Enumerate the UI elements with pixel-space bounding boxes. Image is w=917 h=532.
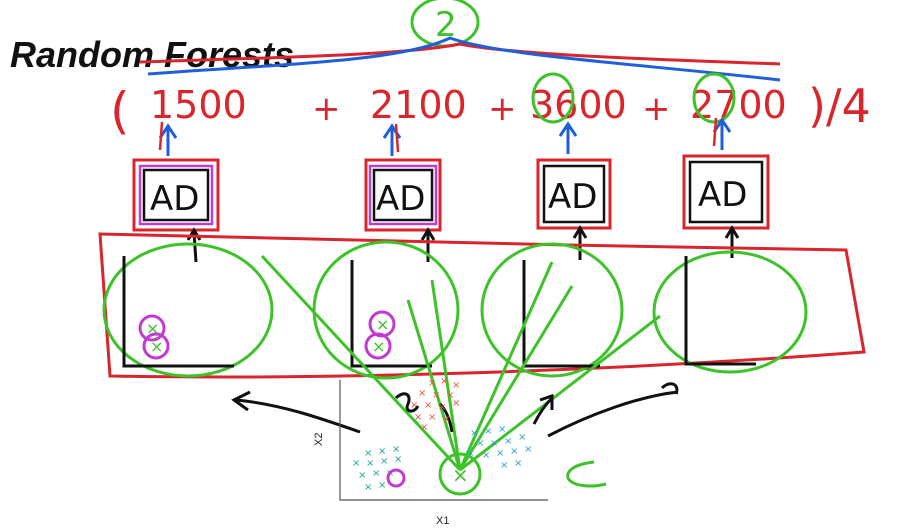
subset-points-2: × × xyxy=(364,310,396,360)
red-brace xyxy=(139,42,781,66)
svg-text:×: × xyxy=(440,376,448,387)
svg-text:×: × xyxy=(524,444,532,455)
svg-text:×: × xyxy=(378,480,386,491)
cluster-blue: × × × × × × × × × × × × × × xyxy=(466,424,532,471)
svg-text:×: × xyxy=(452,398,460,409)
svg-text:×: × xyxy=(428,378,436,389)
subset-axes-2 xyxy=(350,260,432,368)
ad-box-1: AD xyxy=(132,158,220,232)
scatter-highlight-mark: × xyxy=(452,463,469,487)
svg-text:×: × xyxy=(482,450,490,461)
svg-text:×: × xyxy=(504,436,512,447)
subset-axes-3 xyxy=(522,260,600,368)
svg-text:×: × xyxy=(476,438,484,449)
ad-label-3: AD xyxy=(548,177,597,217)
svg-text:×: × xyxy=(428,412,436,423)
green-pointer xyxy=(566,460,607,488)
subset-circle-3 xyxy=(480,242,624,378)
scatter-highlight-magenta xyxy=(386,468,406,488)
svg-text:×: × xyxy=(500,460,508,471)
ad-label-2: AD xyxy=(376,179,425,219)
svg-text:×: × xyxy=(442,414,450,425)
digit-circle-3 xyxy=(531,72,575,124)
svg-text:×: × xyxy=(414,412,422,423)
subset-circles xyxy=(102,240,808,380)
svg-text:×: × xyxy=(452,380,460,391)
svg-text:×: × xyxy=(510,446,518,457)
formula-plus-2: + xyxy=(488,89,517,129)
scatter-highlight-green xyxy=(438,452,482,496)
scatter-axes xyxy=(339,380,548,501)
formula-open-paren: ( xyxy=(110,82,130,140)
svg-text:×: × xyxy=(364,448,372,459)
result-value: 2 xyxy=(435,5,457,45)
formula-close: )/4 xyxy=(808,79,871,133)
svg-text:×: × xyxy=(372,468,380,479)
svg-text:×: × xyxy=(466,448,474,459)
svg-text:×: × xyxy=(418,388,426,399)
red-band xyxy=(98,232,866,379)
formula-plus-1: + xyxy=(312,89,341,129)
subset-point-mark: × xyxy=(146,319,159,338)
svg-text:×: × xyxy=(380,456,388,467)
subset-circle-1 xyxy=(102,242,274,378)
sample-arrows xyxy=(231,390,679,438)
scatter-ylabel: X2 xyxy=(313,433,325,446)
subset-to-ad-arrows xyxy=(186,225,740,263)
bootstrap-lines xyxy=(260,254,661,472)
svg-text:×: × xyxy=(484,426,492,437)
svg-text:×: × xyxy=(410,400,418,411)
subset-axes-4 xyxy=(684,256,756,366)
svg-text:×: × xyxy=(518,432,526,443)
subset-axes xyxy=(122,256,756,368)
svg-text:×: × xyxy=(498,424,506,435)
formula-plus-3: + xyxy=(642,89,671,129)
svg-text:×: × xyxy=(392,444,400,455)
svg-text:×: × xyxy=(496,448,504,459)
squiggle-right xyxy=(660,382,679,395)
svg-text:×: × xyxy=(378,446,386,457)
subset-point-mark: × xyxy=(376,315,389,334)
svg-text:×: × xyxy=(364,482,372,493)
ad-label-1: AD xyxy=(150,179,199,219)
svg-text:×: × xyxy=(446,390,454,401)
svg-text:×: × xyxy=(470,428,478,439)
cluster-teal: × × × × × × × × × × × × xyxy=(352,444,402,493)
svg-text:×: × xyxy=(358,470,366,481)
up-arrows xyxy=(158,117,732,156)
svg-text:×: × xyxy=(490,438,498,449)
svg-text:×: × xyxy=(352,458,360,469)
ad-box-2: AD xyxy=(364,158,442,232)
cluster-red: × × × × × × × × × × × × × × xyxy=(410,376,460,433)
scatter-xlabel: X1 xyxy=(436,515,449,527)
svg-text:×: × xyxy=(514,458,522,469)
scatter-plot: X1 X2 × × × × × × × × × × × × × × × × × … xyxy=(313,376,548,527)
subset-axes-1 xyxy=(122,256,234,368)
ad-box-4: AD xyxy=(682,154,770,230)
svg-text:×: × xyxy=(424,400,432,411)
svg-text:×: × xyxy=(394,454,402,465)
ad-box-3: AD xyxy=(536,158,612,230)
formula-row: ( 1500 + 2100 + 3600 + 2700 )/4 xyxy=(110,72,871,140)
subset-point-mark: × xyxy=(372,337,385,356)
formula-term-2: 2100 xyxy=(370,83,467,127)
subset-point-mark: × xyxy=(150,337,163,356)
digit-circle-4 xyxy=(692,72,736,124)
svg-text:×: × xyxy=(432,390,440,401)
subset-circle-4 xyxy=(652,250,808,374)
svg-text:×: × xyxy=(366,458,374,469)
subset-points-1: × × xyxy=(138,314,170,360)
svg-text:×: × xyxy=(420,422,428,433)
svg-text:×: × xyxy=(438,402,446,413)
formula-term-1: 1500 xyxy=(150,83,247,127)
blue-brace xyxy=(147,36,781,82)
up-arrows-red xyxy=(158,117,718,153)
ad-label-4: AD xyxy=(698,175,747,215)
squiggle-left xyxy=(394,392,420,413)
